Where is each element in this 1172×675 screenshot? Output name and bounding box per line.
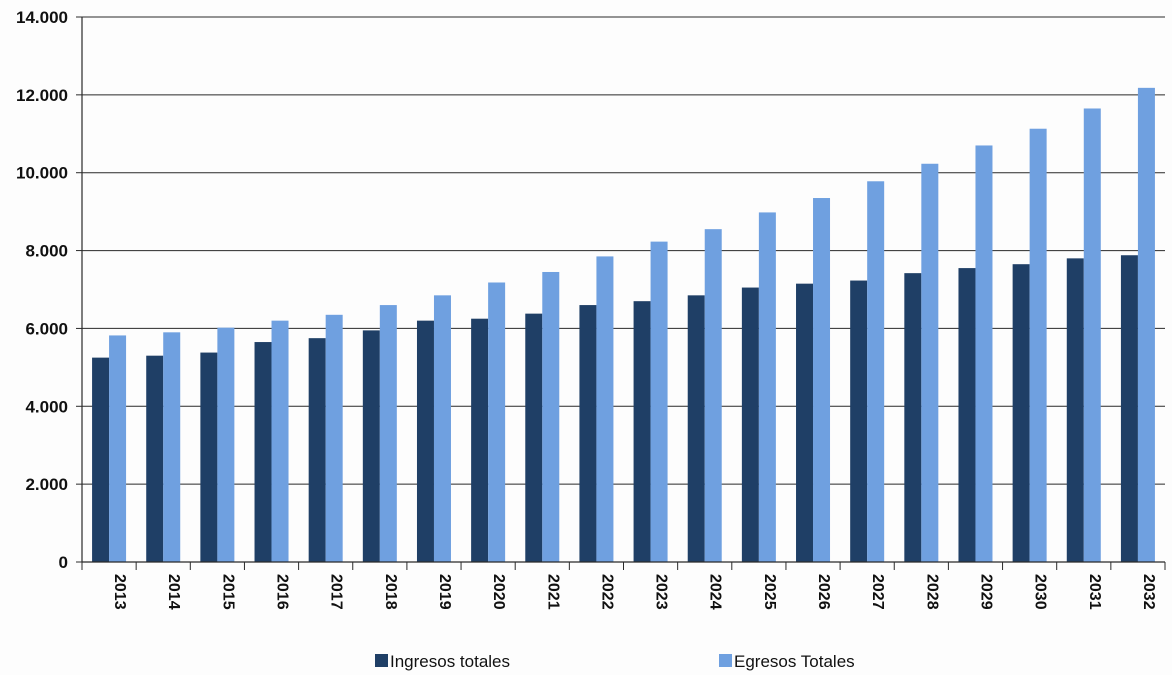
bar-ingresos-2029	[958, 268, 976, 562]
y-tick-label: 12.000	[16, 86, 68, 105]
bar-ingresos-2014	[146, 355, 164, 562]
x-tick-label: 2019	[436, 574, 453, 610]
bar-egresos-2021	[542, 271, 560, 562]
bar-egresos-2027	[867, 181, 885, 562]
bar-ingresos-2022	[579, 305, 597, 562]
x-tick-label: 2013	[111, 574, 128, 610]
bar-egresos-2028	[921, 163, 939, 562]
x-tick-label: 2026	[815, 574, 832, 610]
x-tick-label: 2031	[1086, 574, 1103, 610]
y-tick-label: 4.000	[25, 397, 68, 416]
bar-egresos-2030	[1029, 128, 1047, 562]
x-tick-label: 2024	[707, 574, 724, 610]
bar-ingresos-2026	[796, 283, 814, 562]
bar-ingresos-2019	[416, 320, 434, 562]
bar-egresos-2025	[758, 212, 776, 562]
x-tick-label: 2022	[598, 574, 615, 610]
y-tick-labels: 0 2.000 4.000 6.000 8.000 10.000 12.000 14.000	[16, 8, 68, 572]
bar-ingresos-2015	[200, 352, 218, 562]
legend: Ingresos totales Egresos Totales	[375, 652, 855, 671]
bar-egresos-2026	[813, 198, 831, 562]
legend-swatch	[719, 654, 732, 667]
y-tick-label: 6.000	[25, 319, 68, 338]
x-tick-label: 2014	[165, 574, 182, 610]
x-tick-label: 2018	[382, 574, 399, 610]
bar-ingresos-2016	[254, 342, 272, 562]
bar-egresos-2024	[704, 229, 722, 563]
bar-egresos-2023	[650, 241, 668, 562]
bar-egresos-2018	[379, 305, 397, 562]
y-tick-label: 2.000	[25, 475, 68, 494]
bar-egresos-2019	[433, 295, 451, 562]
gridlines	[82, 16, 1165, 485]
bar-egresos-2016	[271, 320, 289, 562]
bars	[92, 87, 1155, 563]
bar-ingresos-2028	[904, 273, 922, 562]
y-tick-label: 8.000	[25, 242, 68, 261]
x-tick-label: 2030	[1032, 574, 1049, 610]
legend-label: Ingresos totales	[390, 652, 510, 671]
bar-ingresos-2024	[687, 295, 705, 562]
x-tick-labels: 2013 2014 2015 2016 2017 2018 2019 2020 2021 2022…	[111, 574, 1157, 610]
bar-egresos-2015	[217, 327, 235, 562]
bar-ingresos-2018	[362, 330, 380, 562]
bar-egresos-2032	[1137, 87, 1155, 562]
y-tick-label: 14.000	[16, 8, 68, 27]
bar-ingresos-2013	[92, 357, 110, 562]
bar-egresos-2031	[1083, 108, 1101, 562]
x-tick-label: 2023	[653, 574, 670, 610]
x-tick-label: 2028	[923, 574, 940, 610]
bar-ingresos-2027	[850, 280, 868, 562]
bar-egresos-2017	[325, 314, 343, 562]
bar-ingresos-2017	[308, 338, 326, 562]
x-tick-label: 2021	[544, 574, 561, 610]
x-tick-label: 2027	[869, 574, 886, 610]
y-tick-label: 0	[59, 553, 68, 572]
bar-ingresos-2023	[633, 301, 651, 562]
bar-ingresos-2025	[741, 287, 759, 562]
y-tick-label: 10.000	[16, 164, 68, 183]
bar-ingresos-2020	[471, 318, 489, 562]
bar-ingresos-2031	[1066, 258, 1084, 562]
x-tick-label: 2025	[761, 574, 778, 610]
x-tick-label: 2016	[274, 574, 291, 610]
x-tick-label: 2015	[219, 574, 236, 610]
bar-ingresos-2030	[1012, 264, 1030, 562]
bar-egresos-2013	[109, 335, 127, 562]
x-tick-label: 2017	[328, 574, 345, 610]
axes	[76, 16, 1166, 570]
bar-egresos-2020	[488, 282, 506, 562]
bar-egresos-2022	[596, 256, 614, 562]
legend-swatch	[375, 654, 388, 667]
x-tick-label: 2029	[977, 574, 994, 610]
legend-label: Egresos Totales	[734, 652, 855, 671]
x-tick-label: 2032	[1140, 574, 1157, 610]
x-tick-label: 2020	[490, 574, 507, 610]
bar-ingresos-2032	[1120, 255, 1138, 562]
bar-egresos-2014	[163, 332, 181, 562]
bar-ingresos-2021	[525, 313, 543, 562]
bar-egresos-2029	[975, 145, 993, 562]
